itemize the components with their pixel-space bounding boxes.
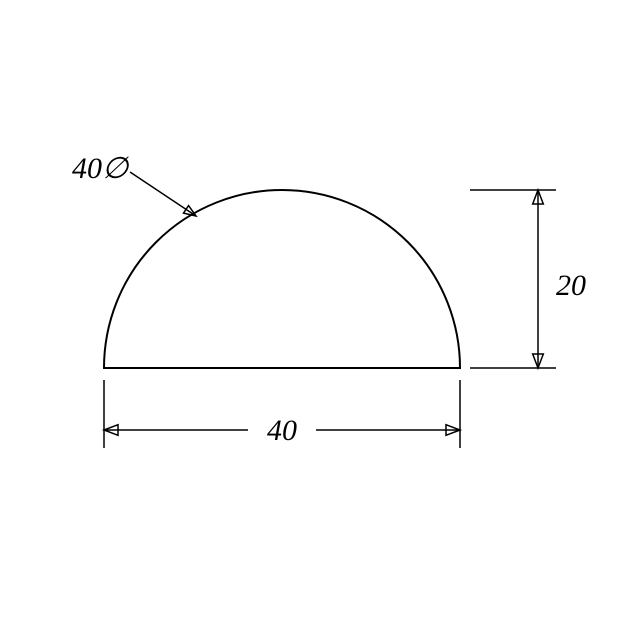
diameter-label: 40∅ <box>72 152 130 185</box>
width-dim-label: 40 <box>267 414 297 447</box>
height-dim-label: 20 <box>556 269 586 302</box>
semicircle-shape <box>104 190 460 368</box>
